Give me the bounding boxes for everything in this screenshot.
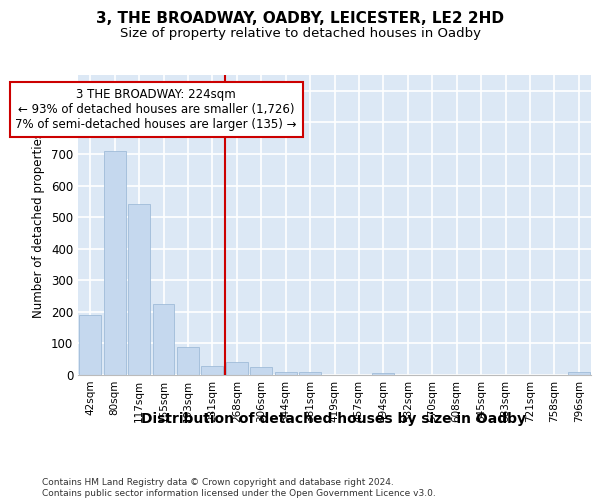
Bar [299,372,321,375]
Bar [373,374,394,375]
Bar [177,346,199,375]
Text: Contains HM Land Registry data © Crown copyright and database right 2024.
Contai: Contains HM Land Registry data © Crown c… [42,478,436,498]
Text: Size of property relative to detached houses in Oadby: Size of property relative to detached ho… [119,28,481,40]
Bar [568,372,590,375]
Bar [275,372,296,375]
Bar [250,367,272,375]
Bar [104,151,125,375]
Y-axis label: Number of detached properties: Number of detached properties [32,132,46,318]
Bar [152,304,175,375]
Bar [202,366,223,375]
Bar [226,362,248,375]
Text: 3 THE BROADWAY: 224sqm
← 93% of detached houses are smaller (1,726)
7% of semi-d: 3 THE BROADWAY: 224sqm ← 93% of detached… [16,88,297,131]
Text: 3, THE BROADWAY, OADBY, LEICESTER, LE2 2HD: 3, THE BROADWAY, OADBY, LEICESTER, LE2 2… [96,11,504,26]
Bar [79,315,101,375]
Bar [128,204,150,375]
Text: Distribution of detached houses by size in Oadby: Distribution of detached houses by size … [140,412,526,426]
